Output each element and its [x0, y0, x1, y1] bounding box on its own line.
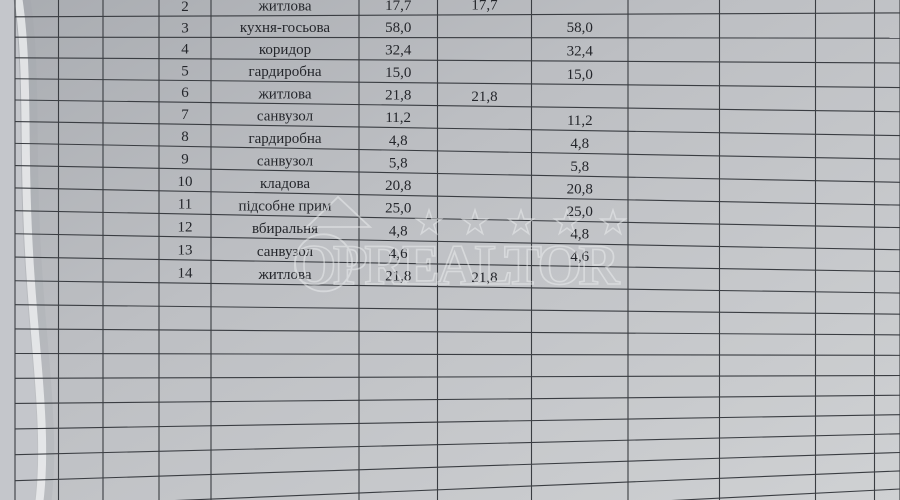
svg-text:25,0: 25,0: [385, 201, 411, 217]
svg-text:25,0: 25,0: [567, 204, 593, 220]
svg-text:8: 8: [181, 129, 189, 145]
svg-text:кухня-госьова: кухня-госьова: [240, 20, 331, 36]
svg-text:15,0: 15,0: [567, 67, 593, 83]
svg-text:17,7: 17,7: [385, 0, 412, 14]
svg-text:7: 7: [181, 107, 189, 123]
svg-text:5,8: 5,8: [389, 155, 408, 171]
svg-text:2: 2: [181, 0, 189, 15]
svg-text:6: 6: [181, 85, 189, 101]
svg-text:гардиробна: гардиробна: [248, 64, 321, 80]
svg-text:9: 9: [181, 151, 189, 167]
svg-text:20,8: 20,8: [385, 178, 411, 194]
svg-text:17,7: 17,7: [471, 0, 498, 13]
svg-text:11,2: 11,2: [567, 113, 593, 129]
svg-text:11,2: 11,2: [385, 110, 411, 126]
svg-text:21,8: 21,8: [471, 89, 497, 105]
svg-text:житлова: житлова: [257, 86, 311, 102]
svg-text:4: 4: [181, 42, 189, 58]
svg-text:12: 12: [178, 219, 193, 235]
svg-text:13: 13: [178, 242, 193, 258]
svg-text:санвузол: санвузол: [257, 153, 314, 169]
svg-text:32,4: 32,4: [385, 43, 412, 59]
svg-text:санвузол: санвузол: [257, 109, 314, 125]
svg-text:4,8: 4,8: [389, 133, 408, 149]
svg-text:10: 10: [178, 174, 193, 190]
svg-text:гардиробна: гардиробна: [248, 131, 321, 147]
svg-text:15,0: 15,0: [385, 65, 411, 81]
svg-text:20,8: 20,8: [567, 182, 593, 198]
svg-text:21,8: 21,8: [385, 88, 411, 104]
svg-text:5,8: 5,8: [570, 159, 589, 175]
svg-text:4,8: 4,8: [570, 136, 589, 152]
svg-text:кладова: кладова: [260, 176, 310, 192]
svg-text:коридор: коридор: [259, 42, 311, 58]
svg-text:32,4: 32,4: [567, 44, 594, 60]
svg-text:5: 5: [181, 63, 189, 79]
svg-text:житлова: житлова: [257, 0, 311, 14]
svg-text:11: 11: [178, 197, 192, 213]
svg-text:58,0: 58,0: [567, 20, 593, 36]
svg-text:OPREALTOR: OPREALTOR: [292, 234, 620, 297]
svg-text:58,0: 58,0: [385, 20, 411, 36]
svg-text:3: 3: [181, 20, 189, 36]
svg-text:14: 14: [178, 266, 194, 282]
svg-text:підсобне прим: підсобне прим: [238, 198, 332, 214]
